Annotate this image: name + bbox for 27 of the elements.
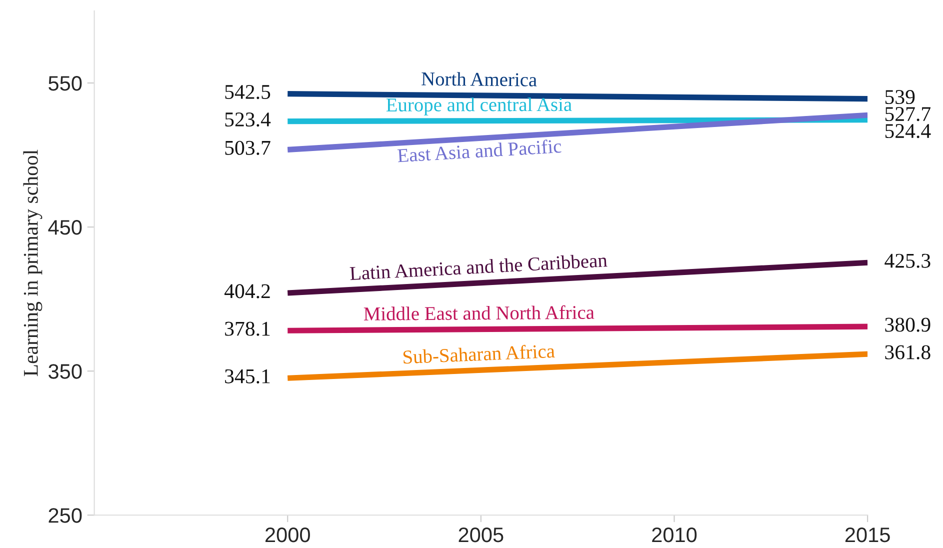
y-axis-title: Learning in primary school — [23, 150, 42, 376]
series-label: Sub-Saharan Africa — [403, 344, 555, 364]
data-label: 425.3 — [884, 254, 930, 268]
data-label: 404.2 — [224, 284, 270, 298]
series-label: East Asia and Pacific — [397, 138, 562, 162]
data-label: 542.5 — [225, 85, 270, 100]
data-label: 523.4 — [225, 112, 271, 127]
series-label: Latin America and the Caribbean — [350, 253, 608, 280]
series-label: North America — [422, 72, 537, 86]
data-label: 524.4 — [885, 124, 931, 138]
data-label: 361.8 — [885, 345, 930, 360]
x-tick-label: 2015 — [845, 527, 890, 542]
x-tick-label: 2010 — [652, 527, 697, 542]
data-label: 539 — [885, 90, 915, 104]
data-label: 380.9 — [885, 318, 930, 332]
y-tick-label: 550 — [48, 76, 82, 91]
y-tick-label: 250 — [48, 508, 82, 523]
y-tick-label: 350 — [48, 364, 82, 379]
data-label: 378.1 — [225, 322, 270, 336]
data-label: 345.1 — [225, 369, 270, 384]
x-tick-label: 2000 — [265, 527, 310, 542]
x-tick-label: 2005 — [458, 527, 504, 542]
data-label: 503.7 — [225, 140, 270, 155]
y-tick-label: 450 — [48, 220, 82, 235]
series-label: Europe and central Asia — [386, 97, 572, 116]
data-label: 527.7 — [885, 107, 931, 122]
series-label: Middle East and North Africa — [364, 305, 594, 321]
